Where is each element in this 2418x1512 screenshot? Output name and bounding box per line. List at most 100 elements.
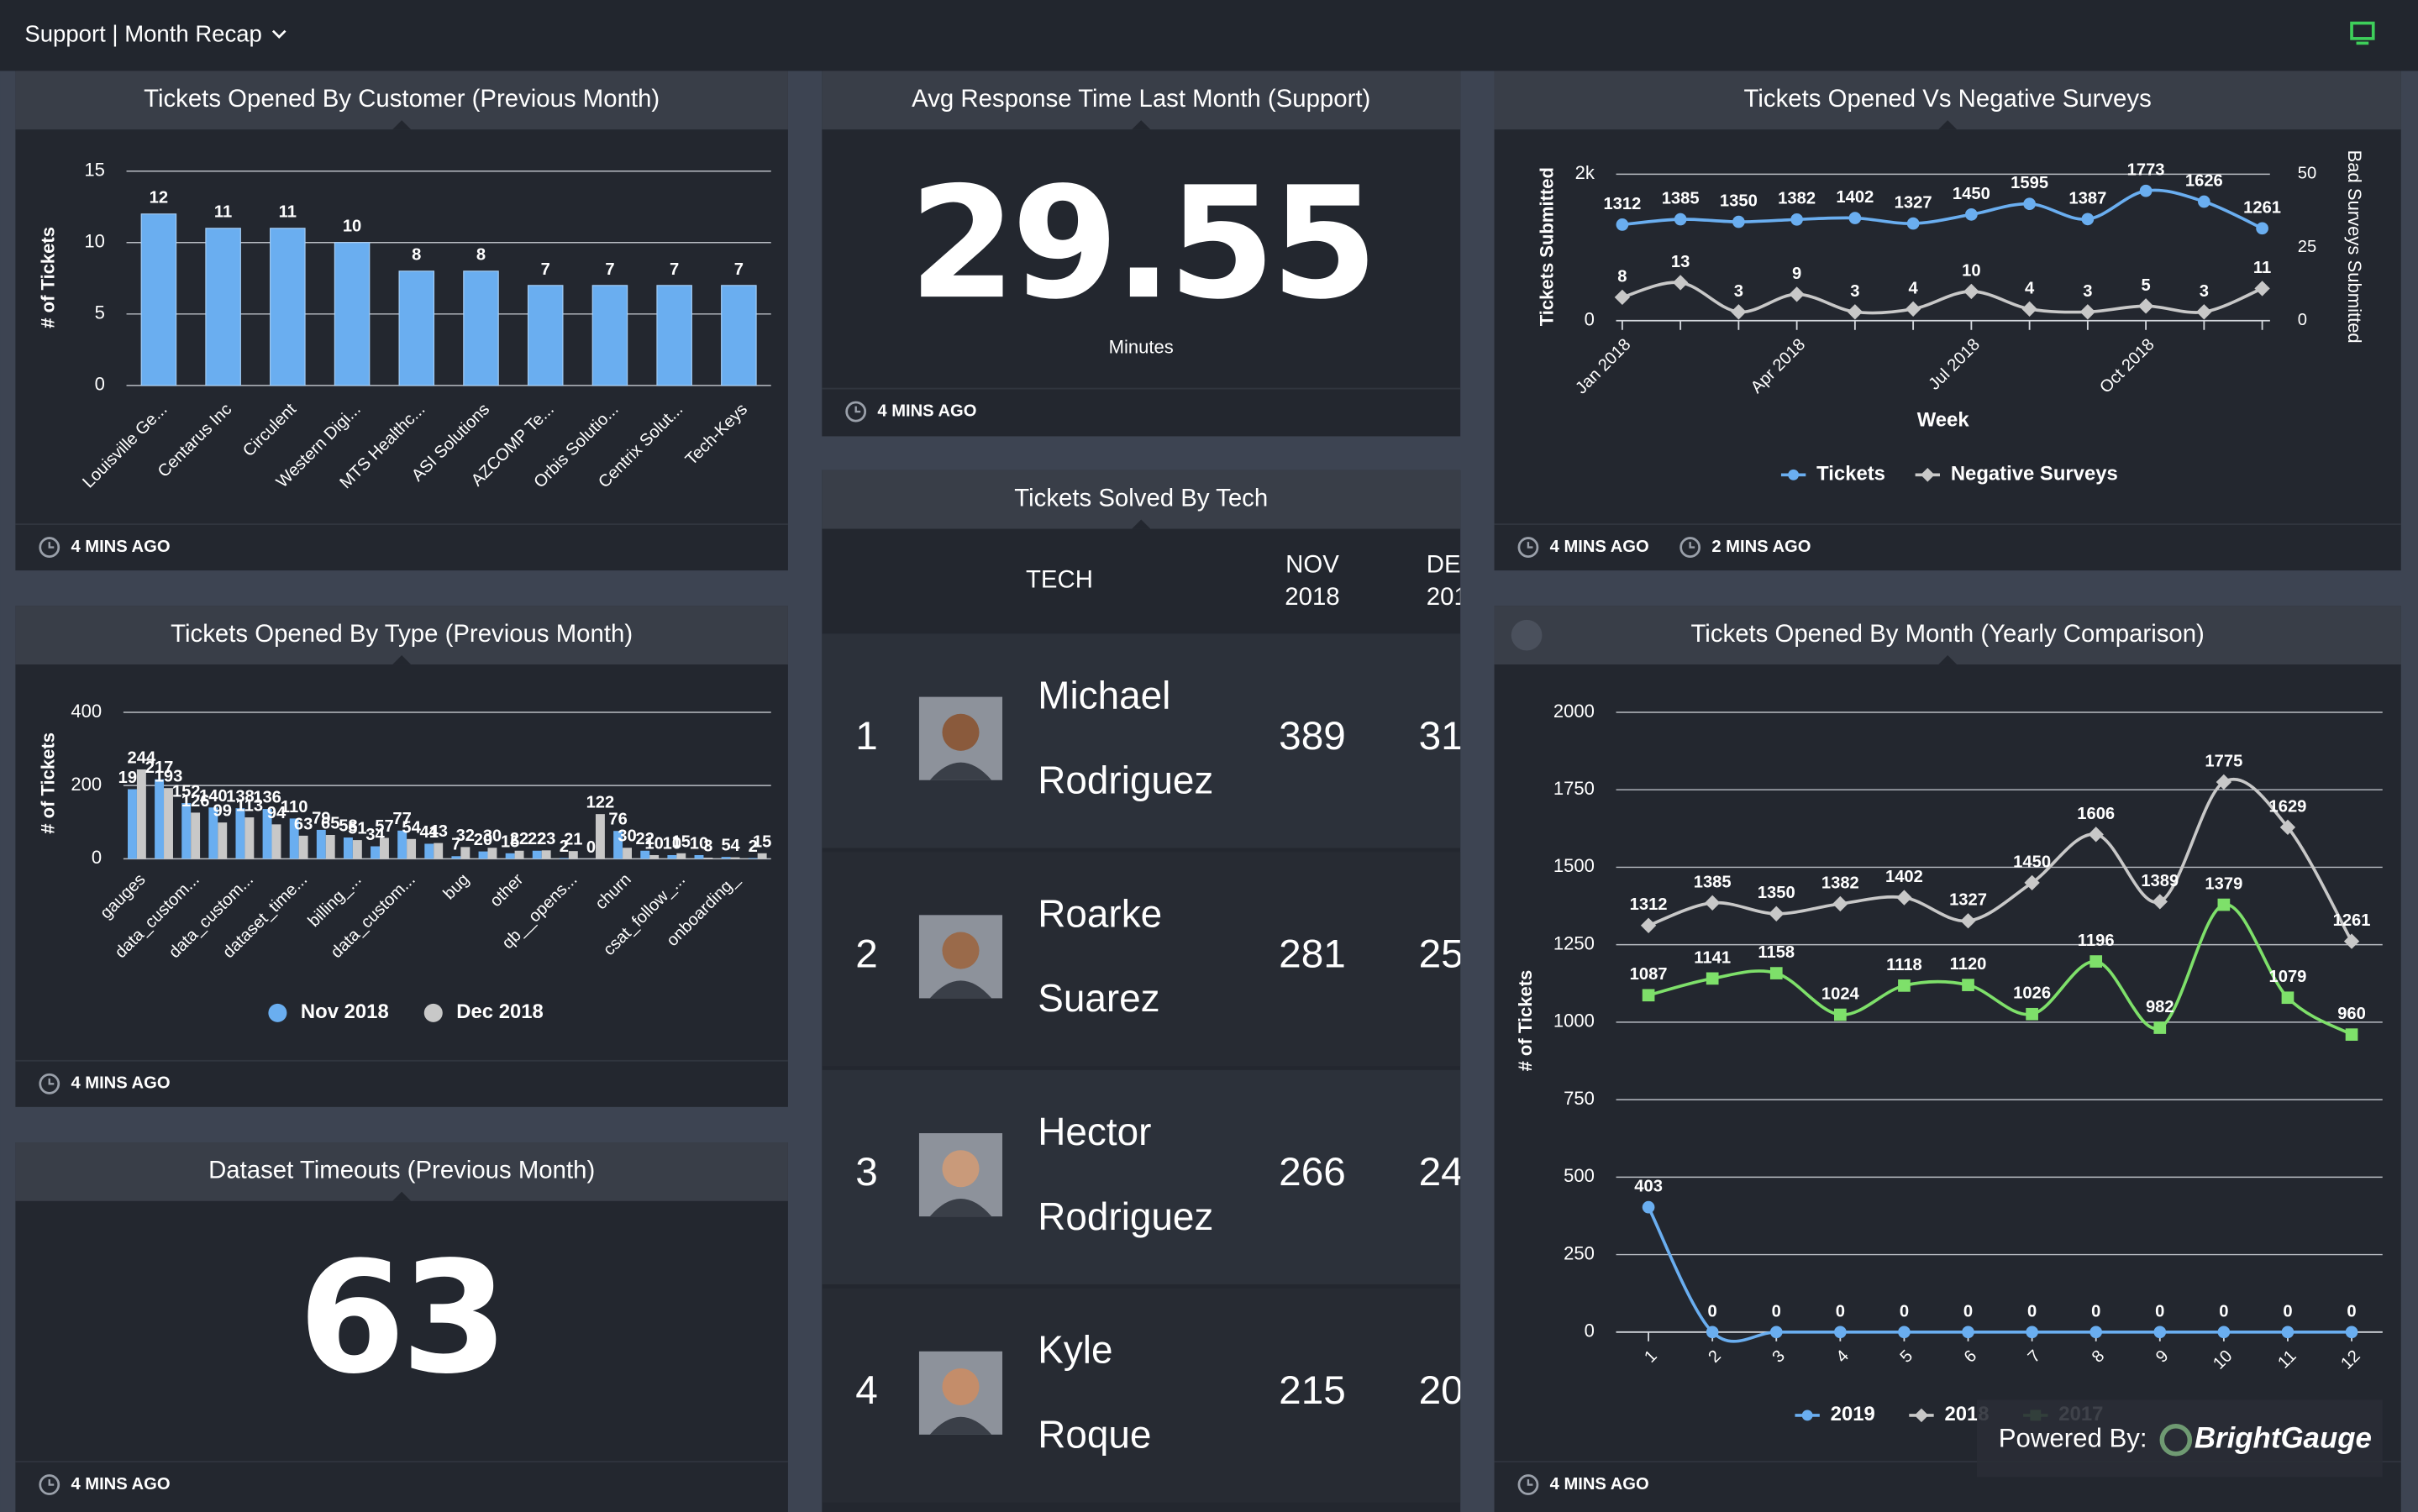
legend-marker <box>423 1003 443 1022</box>
legend-label[interactable]: Tickets <box>1816 463 1885 486</box>
data-label: 3 <box>1850 282 1859 301</box>
data-label: 4 <box>2025 279 2035 297</box>
avatar-body <box>929 762 992 780</box>
panel-title: Tickets Opened By Type (Previous Month) <box>171 620 633 648</box>
data-point <box>2021 301 2037 317</box>
bar <box>262 809 272 859</box>
data-label: 7 <box>451 836 460 854</box>
data-label: 65 <box>321 814 339 832</box>
bar <box>398 270 435 386</box>
data-label: 1024 <box>1821 984 1860 1003</box>
bar <box>640 850 650 859</box>
bar <box>128 789 137 859</box>
updated-label: 2 MINS AGO <box>1711 538 1811 556</box>
column-header: 2018 <box>1285 583 1339 611</box>
data-label: 1629 <box>2269 797 2307 816</box>
bar <box>757 853 767 859</box>
bar <box>140 213 177 386</box>
panel <box>822 71 1461 437</box>
data-label: 0 <box>586 838 596 857</box>
header-notch <box>392 1191 412 1201</box>
bar <box>164 788 173 859</box>
top-bar <box>0 0 2418 71</box>
data-label: 960 <box>2337 1005 2366 1023</box>
data-label: 3 <box>2200 282 2209 301</box>
clock-icon <box>1517 1474 1539 1495</box>
data-label: 22 <box>528 830 546 848</box>
clock-icon <box>39 537 60 558</box>
monitor-icon[interactable] <box>2350 21 2375 45</box>
legend-label[interactable]: Negative Surveys <box>1951 463 2118 486</box>
clock-hands <box>1527 1479 1533 1486</box>
bar <box>270 228 306 386</box>
data-point <box>2281 1326 2294 1339</box>
clock-hands <box>1527 542 1533 549</box>
data-point <box>2153 1021 2167 1034</box>
kpi-value: 29.55 <box>909 155 1374 333</box>
data-label: 15 <box>753 832 771 851</box>
data-label: 13 <box>1671 253 1690 271</box>
legend-label[interactable]: Dec 2018 <box>456 1000 543 1023</box>
legend-label[interactable]: 2019 <box>1831 1403 1875 1425</box>
avatar-face <box>942 713 980 751</box>
bar <box>205 228 241 386</box>
panel-title: Tickets Opened By Month (Yearly Comparis… <box>1690 620 2204 648</box>
legend-label[interactable]: Nov 2018 <box>301 1000 389 1023</box>
data-label: 63 <box>294 815 313 833</box>
data-label: 1402 <box>1885 868 1923 886</box>
bar <box>218 822 228 859</box>
data-point <box>1834 1008 1847 1021</box>
data-point <box>2026 1007 2038 1021</box>
bar <box>505 853 515 859</box>
legend-marker <box>1801 1410 1813 1421</box>
y-axis-label: # of Tickets <box>38 732 59 834</box>
kpi-value: 63 <box>298 1229 503 1408</box>
data-label: 99 <box>213 802 232 821</box>
data-label: 113 <box>236 797 264 816</box>
data-label: 1026 <box>2013 984 2051 1003</box>
data-point <box>1642 989 1655 1002</box>
data-label: 1327 <box>1949 891 1987 910</box>
data-label: 1385 <box>1694 873 1732 891</box>
data-label: 1379 <box>2205 875 2242 894</box>
panel-header <box>15 606 788 665</box>
data-label: 0 <box>2091 1302 2100 1320</box>
bar <box>298 835 308 859</box>
data-label: 10 <box>690 834 708 853</box>
data-label: 1196 <box>2078 932 2115 950</box>
data-point <box>2256 222 2268 235</box>
rank: 4 <box>855 1368 878 1413</box>
tech-name: Hector <box>1038 1110 1151 1153</box>
tech-name: Suarez <box>1038 976 1159 1020</box>
avatar-body <box>929 1416 992 1435</box>
header-notch <box>1132 519 1151 529</box>
tech-name: Roque <box>1038 1413 1151 1457</box>
dropdown-chevron[interactable] <box>271 29 286 39</box>
y-tick-label: 1000 <box>1553 1011 1595 1032</box>
data-point <box>2254 281 2270 297</box>
data-label: 1402 <box>1836 188 1874 207</box>
data-label: 1261 <box>2333 911 2371 930</box>
data-label: 8 <box>1617 267 1627 286</box>
panel-header <box>15 1142 788 1201</box>
brand-name: BrightGauge <box>2195 1422 2372 1455</box>
data-label: 3 <box>1734 282 1743 301</box>
data-point <box>1962 979 1974 991</box>
data-label: 7 <box>541 260 550 279</box>
bar <box>730 857 740 859</box>
y-axis-label: Tickets Submitted <box>1537 167 1558 326</box>
data-point <box>1963 283 1979 300</box>
data-point <box>1905 301 1921 317</box>
dashboard-title[interactable]: Support | Month Recap <box>24 20 261 46</box>
data-label: 0 <box>2283 1302 2292 1320</box>
bar <box>676 853 686 859</box>
column-header: TECH <box>1026 566 1093 594</box>
options-button[interactable] <box>1511 619 1543 651</box>
data-label: 0 <box>1963 1302 1973 1320</box>
updated-label: 4 MINS AGO <box>71 538 170 556</box>
avatar-face <box>942 1368 980 1405</box>
column-header: DEC <box>1427 550 1479 578</box>
data-point <box>1674 213 1687 226</box>
panel <box>1494 606 2401 1512</box>
